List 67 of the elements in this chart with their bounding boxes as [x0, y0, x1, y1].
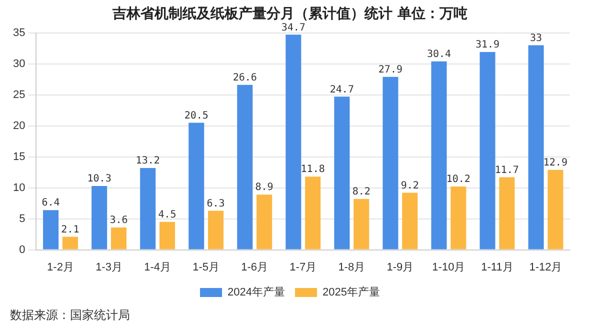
- x-tick-label: 1-4月: [144, 261, 171, 274]
- x-tick-label: 1-3月: [96, 261, 122, 274]
- bar: [528, 45, 544, 250]
- y-tick-label: 10: [12, 182, 26, 194]
- bar: [110, 227, 126, 250]
- data-label: 10.2: [446, 174, 470, 186]
- data-label: 6.4: [42, 198, 60, 209]
- data-label: 34.7: [281, 22, 306, 34]
- bar: [354, 198, 370, 250]
- bar: [159, 222, 176, 250]
- bar: [43, 210, 59, 250]
- bar: [286, 34, 302, 250]
- bar: [499, 177, 515, 250]
- data-label: 24.7: [330, 84, 354, 96]
- bar: [334, 96, 350, 250]
- x-tick-label: 1-12月: [529, 261, 562, 274]
- bar: [402, 192, 418, 250]
- y-tick-label: 25: [12, 88, 26, 101]
- bar: [208, 210, 224, 250]
- x-tick-label: 1-5月: [192, 261, 220, 274]
- data-label: 31.9: [475, 40, 500, 51]
- y-tick-label: 35: [12, 26, 26, 39]
- x-tick-label: 1-9月: [386, 261, 414, 274]
- y-tick-label: 0: [19, 244, 26, 256]
- bar: [431, 61, 447, 250]
- y-tick-label: 5: [19, 212, 26, 225]
- y-tick-label: 20: [12, 120, 26, 132]
- data-label: 9.2: [400, 180, 419, 192]
- data-label: 13.2: [136, 156, 160, 167]
- data-label: 8.2: [352, 186, 370, 198]
- data-label: 3.6: [110, 215, 128, 226]
- bar: [140, 168, 156, 250]
- bar: [382, 76, 398, 250]
- data-label: 26.6: [232, 72, 257, 84]
- bar: [305, 176, 321, 250]
- data-label: 11.8: [300, 164, 325, 176]
- bar: [62, 236, 78, 250]
- x-tick-label: 1-6月: [241, 261, 268, 274]
- bar: [480, 52, 496, 250]
- data-label: 33: [530, 32, 542, 44]
- legend-label: 2025年产量: [322, 286, 380, 299]
- legend-label: 2024年产量: [228, 286, 286, 299]
- data-label: 2.1: [61, 224, 80, 236]
- x-tick-label: 1-7月: [290, 261, 317, 274]
- bar: [188, 122, 204, 250]
- data-label: 20.5: [184, 110, 208, 122]
- x-tick-label: 1-2月: [47, 261, 74, 274]
- bar: [548, 170, 564, 250]
- x-tick-label: 1-8月: [338, 261, 366, 274]
- data-label: 30.4: [426, 48, 452, 60]
- data-label: 4.5: [158, 209, 176, 220]
- data-label: 11.7: [494, 164, 519, 176]
- bar: [450, 186, 466, 250]
- bar: [256, 194, 272, 250]
- data-label: 8.9: [255, 182, 274, 194]
- bar: [92, 186, 108, 250]
- y-tick-label: 30: [12, 58, 26, 70]
- x-tick-label: 1-11月: [481, 261, 514, 274]
- data-label: 12.9: [543, 157, 568, 168]
- data-label: 6.3: [206, 198, 225, 210]
- y-tick-label: 15: [12, 150, 26, 163]
- bar: [237, 84, 253, 250]
- chart-title: 吉林省机制纸及纸板产量分月（累计值）统计 单位：万吨: [112, 5, 468, 22]
- x-tick-label: 1-10月: [432, 261, 466, 274]
- source-note: 数据来源：国家统计局: [10, 307, 130, 324]
- data-label: 27.9: [378, 64, 403, 76]
- data-label: 10.3: [87, 174, 112, 185]
